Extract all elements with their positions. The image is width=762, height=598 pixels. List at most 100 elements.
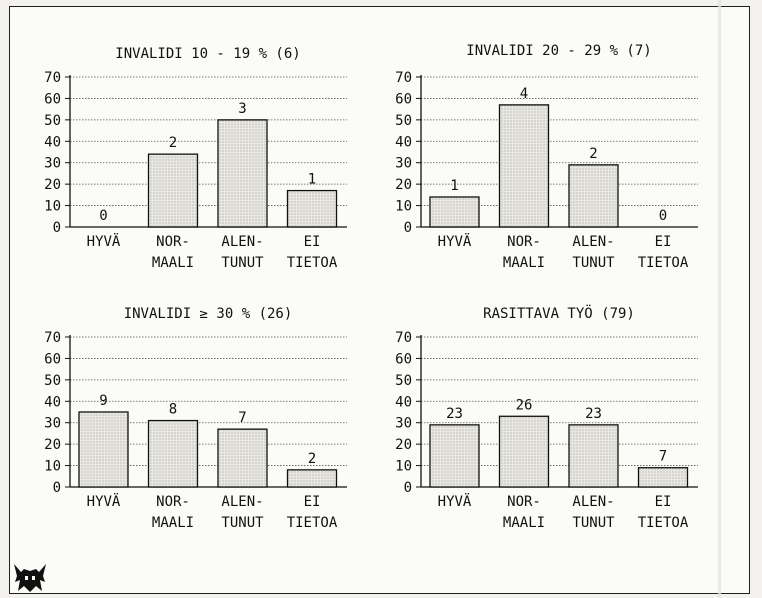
data-label: 7: [659, 449, 667, 465]
data-label: 3: [238, 101, 246, 117]
bar: [498, 104, 550, 228]
chart-panel-4: RASITTAVA TYÖ (79) 0 10 20 30 40 50 60 70 23 HYVÄ 2…: [395, 304, 698, 531]
data-label: 2: [589, 146, 597, 162]
data-label: 23: [585, 406, 602, 422]
data-label: 23: [446, 406, 463, 422]
y-tick-label: 40: [395, 134, 412, 150]
data-label: 9: [99, 393, 107, 409]
category-label: ALEN-: [221, 494, 263, 510]
y-tick-label: 50: [395, 373, 412, 389]
y-tick-label: 20: [395, 437, 412, 453]
data-label: 1: [450, 178, 458, 194]
chart-title: INVALIDI 20 - 29 % (7): [466, 43, 651, 59]
category-label: ALEN-: [572, 234, 614, 250]
y-tick-label: 0: [404, 220, 412, 236]
y-tick-label: 0: [404, 480, 412, 496]
y-tick-label: 40: [44, 394, 61, 410]
bar: [78, 411, 129, 488]
category-label: EI: [655, 234, 672, 250]
y-tick-label: 40: [395, 394, 412, 410]
category-label: MAALI: [152, 515, 194, 531]
category-label: EI: [655, 494, 672, 510]
y-tick-label: 50: [395, 113, 412, 129]
category-label: HYVÄ: [87, 232, 121, 250]
y-tick-label: 0: [53, 480, 61, 496]
y-tick-label: 20: [395, 177, 412, 193]
category-label: ALEN-: [221, 234, 263, 250]
bar: [429, 424, 480, 488]
category-label: NOR-: [156, 234, 190, 250]
bar: [286, 189, 338, 228]
y-tick-label: 40: [44, 134, 61, 150]
y-tick-label: 30: [44, 416, 61, 432]
category-label: HYVÄ: [438, 492, 472, 510]
figure-frame: [9, 6, 750, 594]
category-label: TUNUT: [221, 255, 264, 271]
bar: [429, 196, 480, 228]
category-label: NOR-: [507, 234, 541, 250]
y-tick-label: 50: [44, 373, 61, 389]
data-label: 0: [99, 208, 107, 224]
y-tick-label: 10: [44, 199, 61, 215]
category-label: TIETOA: [638, 255, 689, 271]
category-label: TIETOA: [287, 255, 338, 271]
bar: [147, 153, 199, 228]
y-tick-label: 70: [44, 70, 61, 86]
category-label: EI: [304, 234, 321, 250]
data-label: 7: [238, 410, 246, 426]
data-label: 4: [520, 86, 528, 102]
data-label: 2: [169, 135, 177, 151]
y-tick-label: 10: [395, 199, 412, 215]
data-label: 8: [169, 402, 177, 418]
chart-title: INVALIDI ≥ 30 % (26): [124, 306, 293, 322]
y-tick-label: 30: [44, 156, 61, 172]
y-tick-label: 10: [395, 459, 412, 475]
category-label: MAALI: [503, 255, 545, 271]
category-label: HYVÄ: [438, 232, 472, 250]
category-label: EI: [304, 494, 321, 510]
category-label: MAALI: [152, 255, 194, 271]
y-tick-label: 60: [44, 91, 61, 107]
bar: [568, 164, 619, 228]
category-label: TUNUT: [572, 515, 615, 531]
scan-artifact: [718, 0, 721, 598]
y-tick-label: 70: [395, 330, 412, 346]
chart-title: RASITTAVA TYÖ (79): [483, 304, 635, 322]
chart-panel-3: INVALIDI ≥ 30 % (26) 0 10 20 30 40 50 60 70 9 HYVÄ…: [44, 306, 347, 531]
category-label: TIETOA: [287, 515, 338, 531]
data-label: 0: [659, 208, 667, 224]
category-label: TUNUT: [221, 515, 264, 531]
category-label: HYVÄ: [87, 492, 121, 510]
bar: [147, 419, 199, 488]
bar: [217, 428, 268, 488]
chart-panel-2: INVALIDI 20 - 29 % (7)0102030405060701HY…: [395, 43, 698, 271]
chart-title: INVALIDI 10 - 19 % (6): [115, 46, 300, 62]
bar: [217, 119, 268, 228]
bar: [498, 415, 550, 488]
y-tick-label: 70: [44, 330, 61, 346]
y-tick-label: 70: [395, 70, 412, 86]
bar: [568, 424, 619, 488]
y-tick-label: 30: [395, 416, 412, 432]
y-tick-label: 30: [395, 156, 412, 172]
y-tick-label: 20: [44, 177, 61, 193]
y-tick-label: 20: [44, 437, 61, 453]
data-label: 26: [516, 397, 533, 413]
y-tick-label: 60: [395, 351, 412, 367]
category-label: TIETOA: [638, 515, 689, 531]
chart-panel-1: INVALIDI 10 - 19 % (6) 0 10 20 30 40 50 60 70 0 HY…: [44, 46, 347, 271]
data-label: 2: [308, 451, 316, 467]
y-tick-label: 50: [44, 113, 61, 129]
category-label: MAALI: [503, 515, 545, 531]
bar: [637, 467, 689, 488]
category-label: NOR-: [156, 494, 190, 510]
bar: [286, 469, 338, 488]
category-label: NOR-: [507, 494, 541, 510]
horned-helmet-icon: [14, 564, 46, 592]
y-tick-label: 0: [53, 220, 61, 236]
data-label: 1: [308, 172, 316, 188]
y-tick-label: 60: [44, 351, 61, 367]
y-tick-label: 10: [44, 459, 61, 475]
category-label: TUNUT: [572, 255, 615, 271]
